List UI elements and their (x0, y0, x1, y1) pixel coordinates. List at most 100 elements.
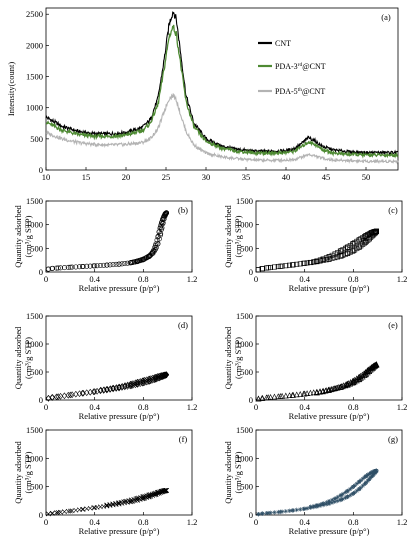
data-point (340, 247, 346, 253)
data-point (104, 502, 110, 508)
x-tick-label: 0 (254, 402, 258, 412)
data-point (347, 379, 354, 385)
data-point (139, 377, 146, 385)
data-point (256, 511, 261, 517)
y-axis-unit: (cm³/g STP) (23, 215, 33, 257)
data-point (110, 262, 116, 268)
y-tick-label: 1000 (26, 103, 43, 113)
y-axis-label: Quantity adsorbed (223, 326, 233, 389)
data-point (358, 243, 364, 249)
series-line-pda-3 (45, 24, 399, 159)
data-point (147, 492, 152, 498)
data-point (122, 261, 128, 267)
data-point (144, 493, 150, 499)
data-point (113, 384, 119, 391)
x-tick-label: 0 (254, 274, 258, 284)
x-tick-label: 1.2 (187, 274, 198, 284)
panel-label-f: (f) (179, 434, 188, 444)
data-point (308, 505, 313, 510)
y-tick-label: 1500 (236, 311, 253, 321)
data-point (326, 386, 332, 393)
y-tick-label: 500 (240, 482, 253, 492)
data-point (361, 240, 367, 246)
y-axis-label: Quantity adsorbed (13, 204, 23, 267)
data-point (146, 253, 152, 259)
panel-label-e: (e) (388, 320, 398, 330)
data-point (308, 260, 314, 266)
data-point (368, 364, 375, 371)
y-tick-label: 500 (30, 243, 43, 253)
data-point (104, 262, 110, 268)
data-point (98, 386, 104, 394)
legend-name: CNT (275, 39, 291, 48)
data-point (113, 261, 119, 267)
y-tick-label: 0 (39, 395, 43, 405)
data-point (49, 510, 55, 516)
y-axis-unit: (cm³/g STP) (23, 337, 33, 379)
data-point (277, 393, 284, 399)
data-point (335, 384, 342, 390)
data-point (278, 509, 283, 515)
data-point (345, 494, 350, 500)
data-point (255, 267, 261, 273)
data-point (69, 264, 75, 270)
data-point (122, 498, 128, 504)
data-point (92, 388, 98, 395)
data-point (80, 264, 86, 270)
data-point (357, 479, 362, 484)
data-point (363, 481, 368, 486)
y-tick-label: 0 (39, 510, 43, 520)
data-point (313, 389, 320, 396)
x-tick-label: 0.4 (299, 517, 310, 527)
data-point (350, 241, 356, 247)
y-tick-label: 1000 (236, 339, 253, 349)
data-point (134, 258, 140, 264)
data-point (277, 263, 283, 269)
data-point (151, 491, 157, 497)
data-point (311, 259, 317, 265)
y-axis-label: Intensity(count) (6, 62, 16, 116)
y-axis-unit: (cm³/g STP) (23, 451, 33, 493)
data-point (335, 250, 341, 256)
data-point (314, 258, 320, 264)
data-point (323, 255, 329, 261)
data-point (302, 506, 307, 511)
data-point (55, 265, 61, 271)
data-point (362, 233, 368, 239)
data-point (97, 263, 103, 269)
data-point (360, 476, 365, 481)
plot-frame (45, 7, 399, 171)
data-point (310, 389, 317, 396)
x-tick-label: 0.8 (138, 274, 149, 284)
data-point (351, 378, 358, 385)
data-point (153, 490, 158, 496)
legend-superscript: rd (298, 62, 303, 68)
data-point (340, 382, 347, 389)
data-point (314, 503, 320, 508)
data-point (354, 481, 360, 486)
data-point (161, 213, 167, 219)
panel-label-b: (b) (178, 205, 188, 215)
data-point (107, 262, 113, 268)
data-point (158, 222, 164, 228)
data-point (128, 497, 134, 503)
data-point (163, 371, 169, 379)
data-point (294, 507, 299, 513)
x-tick-label: 20 (122, 172, 131, 182)
data-point (290, 508, 295, 513)
x-tick-label: 1.2 (397, 517, 408, 527)
data-point (329, 497, 335, 503)
data-point (119, 261, 125, 267)
x-tick-label: 30 (202, 172, 211, 182)
data-point (363, 239, 369, 245)
data-point (350, 377, 357, 384)
x-tick-label: 0.4 (89, 517, 100, 527)
data-point (356, 244, 362, 250)
data-point (134, 379, 140, 386)
data-point (61, 392, 67, 400)
plot-frame (45, 429, 193, 516)
data-point (80, 506, 85, 512)
data-point (125, 260, 131, 266)
data-point (338, 253, 344, 259)
